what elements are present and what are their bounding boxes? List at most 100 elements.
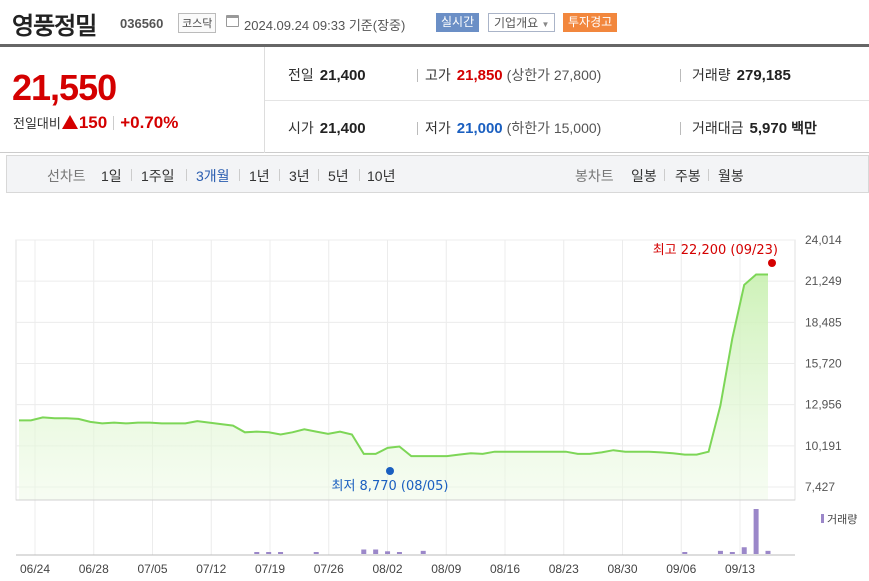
header-divider bbox=[0, 44, 869, 47]
volume-label: 거래량 bbox=[692, 67, 731, 83]
divider bbox=[664, 169, 665, 181]
divider bbox=[113, 116, 115, 130]
trade-amount-value: 5,970 bbox=[749, 120, 788, 137]
trade-amount-label: 거래대금 bbox=[692, 120, 744, 136]
max-marker bbox=[768, 259, 776, 267]
volume-bar bbox=[278, 552, 284, 554]
trade-amount-unit: 백만 bbox=[791, 120, 817, 136]
investment-warning-badge[interactable]: 투자경고 bbox=[563, 13, 618, 32]
x-tick-label: 08/30 bbox=[607, 562, 637, 576]
stock-name: 영풍정밀 bbox=[12, 13, 97, 40]
price-chart[interactable]: 최고 22,200 (09/23) 최저 8,770 (08/05) 거래량 24… bbox=[0, 195, 869, 581]
divider bbox=[417, 69, 418, 82]
up-triangle-icon bbox=[61, 115, 78, 129]
price-area bbox=[19, 274, 768, 500]
volume-bar bbox=[396, 552, 402, 554]
x-tick-label: 09/13 bbox=[725, 562, 755, 576]
tab-monthly[interactable]: 월봉 bbox=[718, 168, 744, 184]
max-label: 최고 22,200 (09/23) bbox=[653, 243, 778, 258]
high-label: 고가 bbox=[425, 67, 451, 83]
market-badge: 코스닥 bbox=[178, 13, 217, 33]
x-tick-label: 06/24 bbox=[20, 562, 50, 576]
change-value: 150 bbox=[78, 113, 108, 132]
volume-bar bbox=[729, 552, 735, 554]
candle-chart-label: 봉차트 bbox=[575, 168, 614, 184]
y-tick-label: 21,249 bbox=[805, 274, 842, 288]
volume-legend-swatch bbox=[821, 514, 824, 523]
stock-code: 036560 bbox=[120, 16, 164, 31]
volume-value: 279,185 bbox=[736, 67, 791, 84]
volume-bar bbox=[741, 547, 747, 554]
x-tick-label: 08/09 bbox=[431, 562, 461, 576]
high-value: 21,850 bbox=[456, 67, 503, 84]
y-tick-label: 15,720 bbox=[805, 357, 842, 371]
prev-close-label: 전일 bbox=[288, 67, 314, 83]
line-chart-label: 선차트 bbox=[47, 168, 86, 184]
open-price: 시가 21,400 bbox=[288, 118, 366, 138]
change-label: 전일대비 bbox=[13, 116, 61, 131]
change-row: 전일대비 150 +0.70% bbox=[13, 113, 178, 133]
volume-bar bbox=[682, 552, 688, 554]
x-tick-label: 06/28 bbox=[79, 562, 109, 576]
timestamp: 2024.09.24 09:33 기준(장중) bbox=[244, 18, 406, 33]
current-price: 21,550 bbox=[12, 67, 117, 108]
low-price: 저가 21,000 (하한가 15,000) bbox=[425, 118, 601, 138]
tab-1w[interactable]: 1주일 bbox=[141, 168, 175, 184]
divider bbox=[318, 169, 319, 181]
prev-close-value: 21,400 bbox=[319, 67, 366, 84]
divider bbox=[131, 169, 132, 181]
lower-limit: (하한가 15,000) bbox=[506, 120, 602, 136]
price-summary: 21,550 전일대비 150 +0.70% 전일 21,400 고가 21,850 (상… bbox=[0, 47, 869, 153]
divider bbox=[359, 169, 360, 181]
tab-1y[interactable]: 1년 bbox=[249, 168, 270, 184]
trade-amount: 거래대금 5,970 백만 bbox=[692, 118, 817, 138]
change-percent: +0.70% bbox=[120, 113, 179, 132]
min-label: 최저 8,770 (08/05) bbox=[331, 479, 448, 494]
tab-3m[interactable]: 3개월 bbox=[196, 168, 230, 184]
x-tick-label: 08/23 bbox=[549, 562, 579, 576]
x-tick-label: 07/05 bbox=[137, 562, 167, 576]
divider bbox=[186, 169, 187, 181]
open-label: 시가 bbox=[288, 120, 314, 136]
tab-10y[interactable]: 10년 bbox=[367, 168, 396, 184]
y-tick-label: 18,485 bbox=[805, 315, 842, 329]
divider bbox=[680, 122, 681, 135]
divider bbox=[239, 169, 240, 181]
tab-daily[interactable]: 일봉 bbox=[631, 168, 657, 184]
row-divider bbox=[265, 100, 869, 101]
volume-bar bbox=[420, 550, 426, 554]
low-value: 21,000 bbox=[456, 120, 503, 137]
volume-bar bbox=[385, 551, 391, 554]
realtime-button[interactable]: 실시간 bbox=[436, 13, 480, 32]
chart-period-tabs: 선차트 1일 1주일 3개월 1년 3년 5년 10년 봉차트 일봉 주봉 월봉 bbox=[6, 155, 869, 193]
chevron-down-icon: ▼ bbox=[541, 20, 550, 29]
tab-1d[interactable]: 1일 bbox=[101, 168, 122, 184]
upper-limit: (상한가 27,800) bbox=[506, 67, 602, 83]
company-overview-dropdown[interactable]: 기업개요 ▼ bbox=[488, 13, 556, 32]
x-tick-label: 07/26 bbox=[314, 562, 344, 576]
min-marker bbox=[386, 467, 394, 475]
tab-weekly[interactable]: 주봉 bbox=[675, 168, 701, 184]
volume-bar bbox=[361, 549, 367, 554]
volume-legend-label: 거래량 bbox=[827, 513, 857, 526]
x-tick-label: 07/19 bbox=[255, 562, 285, 576]
tab-3y[interactable]: 3년 bbox=[289, 168, 310, 184]
y-tick-label: 10,191 bbox=[805, 439, 842, 453]
low-label: 저가 bbox=[425, 120, 451, 136]
divider bbox=[279, 169, 280, 181]
x-tick-label: 09/06 bbox=[666, 562, 696, 576]
price-line bbox=[19, 273, 768, 458]
x-tick-label: 07/12 bbox=[196, 562, 226, 576]
tab-5y[interactable]: 5년 bbox=[328, 168, 349, 184]
volume-bar bbox=[717, 550, 723, 554]
x-tick-label: 08/16 bbox=[490, 562, 520, 576]
current-price-panel: 21,550 전일대비 150 +0.70% bbox=[0, 47, 265, 153]
divider bbox=[680, 69, 681, 82]
y-tick-label: 12,956 bbox=[805, 398, 842, 412]
volume-bar bbox=[266, 552, 272, 554]
divider bbox=[417, 122, 418, 135]
volume: 거래량 279,185 bbox=[692, 65, 791, 85]
volume-bar bbox=[373, 549, 379, 554]
high-price: 고가 21,850 (상한가 27,800) bbox=[425, 65, 601, 85]
company-overview-label: 기업개요 bbox=[494, 16, 539, 30]
